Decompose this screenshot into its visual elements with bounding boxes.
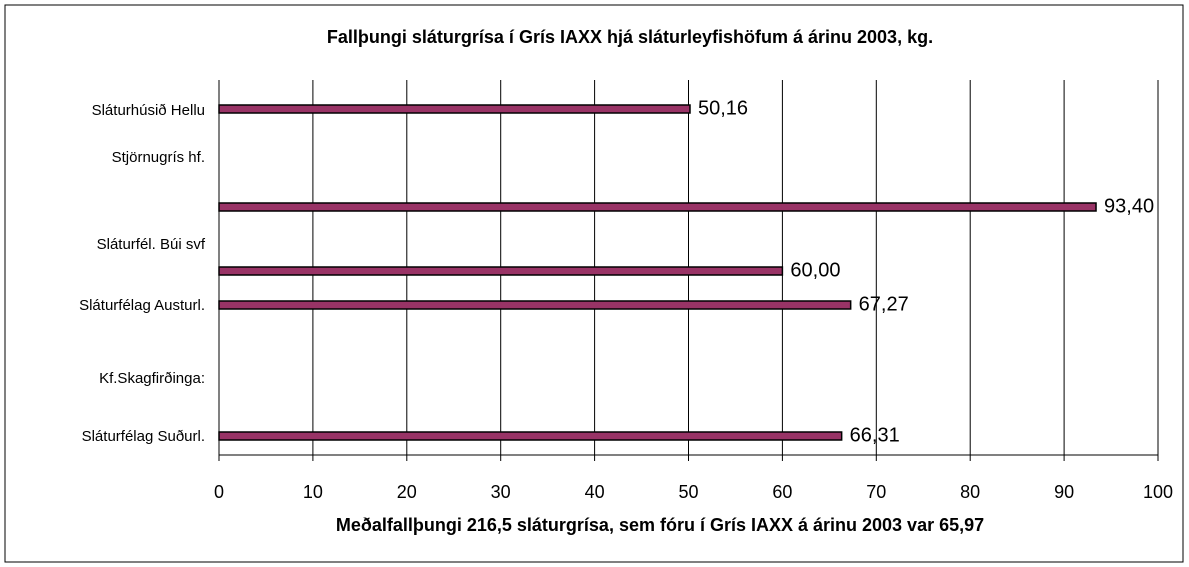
x-tick-label: 90 (1054, 482, 1074, 502)
x-axis-title: Meðalfallþungi 216,5 sláturgrísa, sem fó… (336, 515, 984, 535)
y-tick-label: Sláturfélag Suðurl. (82, 428, 205, 445)
y-tick-label: Sláturfélag Austurl. (79, 297, 205, 314)
bar (218, 300, 852, 310)
y-tick-label: Sláturfél. Búi svf (97, 236, 206, 253)
x-tick-label: 70 (866, 482, 886, 502)
x-tick-label: 80 (960, 482, 980, 502)
value-label: 60,00 (790, 259, 840, 281)
chart-border (4, 4, 1184, 563)
bar (218, 104, 691, 114)
value-label: 50,16 (698, 97, 748, 119)
x-tick-label: 30 (491, 482, 511, 502)
value-label: 93,40 (1104, 195, 1154, 217)
y-tick-label: Stjörnugrís hf. (112, 149, 205, 166)
bar (218, 202, 1097, 212)
x-tick-label: 50 (678, 482, 698, 502)
bar (218, 266, 784, 276)
x-tick-label: 20 (397, 482, 417, 502)
value-label: 67,27 (859, 293, 909, 315)
y-tick-label: Sláturhúsið Hellu (92, 102, 205, 119)
x-tick-label: 10 (303, 482, 323, 502)
chart-title: Fallþungi sláturgrísa í Grís IAXX hjá sl… (327, 27, 933, 47)
x-tick-label: 0 (214, 482, 224, 502)
value-label: 66,31 (850, 424, 900, 446)
y-tick-label: Kf.Skagfirðinga: (99, 370, 205, 387)
x-tick-label: 60 (772, 482, 792, 502)
bar (218, 431, 843, 441)
x-tick-label: 40 (585, 482, 605, 502)
x-tick-label: 100 (1143, 482, 1173, 502)
